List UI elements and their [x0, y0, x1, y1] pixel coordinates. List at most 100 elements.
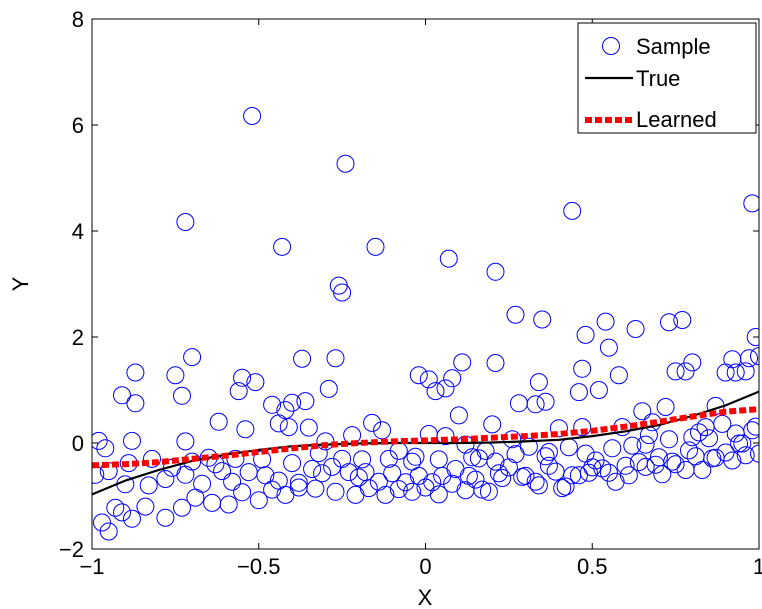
- sample-point: [750, 347, 759, 366]
- sample-point: [276, 485, 295, 504]
- y-tick-label: −2: [59, 537, 84, 562]
- sample-point: [419, 370, 438, 389]
- sample-point: [716, 363, 735, 382]
- sample-point: [406, 447, 425, 466]
- sample-point: [126, 363, 145, 382]
- sample-point: [676, 362, 695, 381]
- sample-point: [623, 436, 642, 455]
- sample-point: [740, 349, 758, 368]
- sample-point: [213, 462, 232, 481]
- sample-point: [516, 466, 535, 485]
- sample-point: [576, 325, 595, 344]
- sample-point: [226, 449, 245, 468]
- sample-point: [209, 412, 228, 431]
- sample-point: [730, 434, 748, 453]
- sample-point: [173, 498, 191, 517]
- sample-point: [593, 459, 612, 478]
- legend: Sample True Learned: [577, 22, 757, 134]
- sample-point: [99, 522, 118, 541]
- x-tick-label: −1: [79, 554, 104, 579]
- sample-point: [456, 481, 475, 500]
- sample-point: [96, 439, 115, 458]
- sample-point: [556, 477, 575, 496]
- sample-point: [743, 194, 759, 213]
- sample-point: [716, 443, 735, 462]
- sample-point: [219, 495, 238, 514]
- sample-point: [186, 488, 205, 507]
- sample-point: [736, 446, 755, 465]
- sample-point: [92, 431, 108, 450]
- sample-point: [423, 473, 442, 492]
- sample-point: [246, 373, 265, 392]
- sample-point: [139, 476, 158, 495]
- sample-point: [283, 454, 302, 473]
- sample-point: [373, 421, 392, 440]
- sample-point: [483, 415, 502, 434]
- sample-point: [569, 466, 588, 485]
- sample-point: [426, 382, 445, 401]
- sample-point: [359, 479, 378, 498]
- sample-point: [539, 443, 558, 461]
- sample-point: [573, 359, 592, 378]
- sample-point: [263, 395, 282, 414]
- sample-point: [349, 468, 368, 487]
- sample-point: [463, 448, 482, 467]
- sample-point: [649, 448, 668, 467]
- x-tick-label: 0: [419, 554, 431, 579]
- sample-point: [279, 418, 298, 437]
- sample-point: [333, 283, 352, 302]
- sample-point: [93, 513, 111, 532]
- sample-point: [453, 353, 472, 372]
- sample-point: [673, 311, 692, 329]
- sample-point: [680, 441, 698, 460]
- sample-point: [599, 463, 618, 482]
- sample-point: [619, 466, 638, 485]
- sample-point: [296, 392, 315, 411]
- y-tick-label: 2: [72, 325, 84, 350]
- sample-point: [233, 368, 252, 387]
- sample-point: [700, 429, 718, 448]
- sample-point: [569, 383, 588, 402]
- sample-point: [506, 445, 525, 464]
- sample-point: [429, 450, 448, 469]
- sample-point: [123, 509, 141, 528]
- sample-point: [143, 449, 161, 468]
- sample-point: [176, 432, 195, 451]
- sample-point: [599, 338, 618, 357]
- sample-point: [363, 413, 382, 432]
- sample-point: [750, 444, 759, 463]
- sample-point: [616, 456, 635, 475]
- sample-point: [609, 366, 628, 385]
- sample-point: [479, 482, 498, 501]
- sample-point: [553, 479, 572, 498]
- sample-point: [333, 449, 352, 468]
- sample-point: [249, 491, 268, 510]
- sample-point: [319, 379, 338, 398]
- sample-point: [289, 473, 308, 492]
- sample-point: [409, 366, 428, 385]
- sample-point: [306, 479, 325, 498]
- sample-point: [683, 353, 702, 372]
- sample-point: [589, 381, 608, 399]
- sample-point: [526, 395, 545, 414]
- sample-point: [126, 394, 145, 413]
- sample-point: [263, 480, 282, 499]
- sample-point: [596, 312, 615, 331]
- sample-point: [606, 472, 625, 491]
- sample-point: [733, 434, 752, 453]
- sample-point: [403, 452, 422, 471]
- sample-point: [726, 363, 745, 382]
- sample-point: [576, 444, 595, 463]
- x-axis-label: X: [418, 585, 433, 609]
- sample-point: [379, 449, 398, 468]
- sample-point: [573, 418, 592, 437]
- sample-point: [236, 420, 255, 439]
- sample-point: [113, 503, 131, 522]
- sample-point: [466, 470, 485, 489]
- sample-point: [536, 392, 555, 411]
- sample-point: [656, 398, 675, 416]
- sample-point: [299, 418, 318, 437]
- sample-point: [489, 464, 508, 483]
- sample-point: [713, 414, 732, 433]
